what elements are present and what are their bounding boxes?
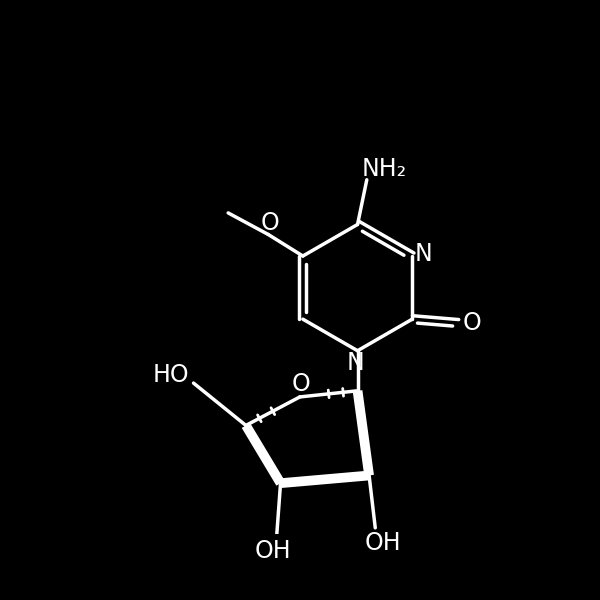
Text: O: O (260, 211, 279, 235)
Text: OH: OH (365, 531, 401, 555)
Text: OH: OH (254, 539, 291, 563)
Text: O: O (291, 372, 310, 396)
Text: N: N (414, 242, 432, 266)
Text: HO: HO (152, 364, 189, 388)
Text: O: O (462, 311, 481, 335)
Text: NH₂: NH₂ (361, 157, 406, 181)
Text: N: N (346, 351, 364, 375)
